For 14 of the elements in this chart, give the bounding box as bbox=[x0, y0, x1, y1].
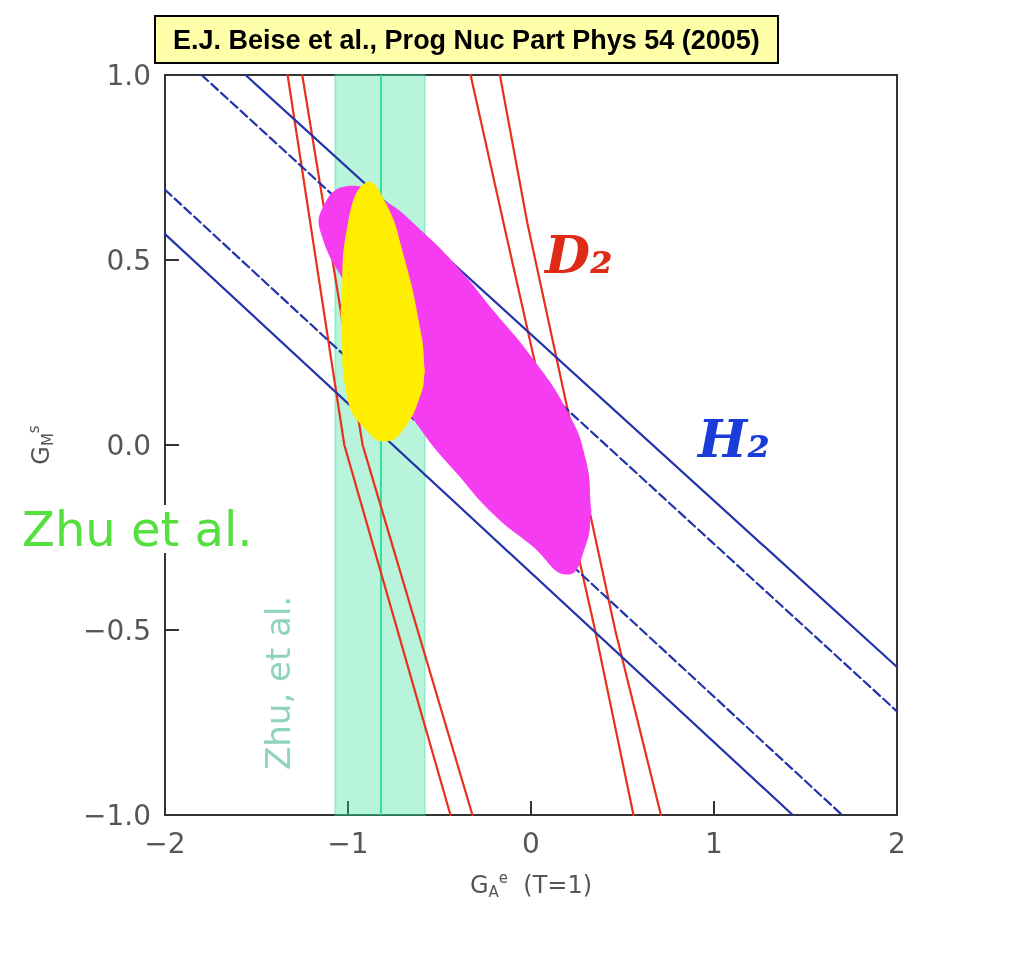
y-tick-label: 1.0 bbox=[106, 58, 151, 92]
annotation: D₂ bbox=[543, 223, 613, 285]
chart-title: E.J. Beise et al., Prog Nuc Part Phys 54 (2005) bbox=[173, 24, 760, 55]
x-tick-label: 1 bbox=[705, 826, 723, 860]
y-tick-label: −0.5 bbox=[83, 613, 151, 647]
annotation: Zhu et al. bbox=[22, 501, 253, 557]
annotation: Zhu, et al. bbox=[258, 595, 298, 770]
y-axis-title: GMs bbox=[24, 425, 57, 465]
x-tick-label: 0 bbox=[522, 826, 540, 860]
y-tick-label: 0.0 bbox=[106, 428, 151, 462]
x-tick-label: −1 bbox=[327, 826, 369, 860]
y-tick-label: 0.5 bbox=[106, 243, 151, 277]
x-tick-label: 2 bbox=[888, 826, 906, 860]
annotation: H₂ bbox=[696, 407, 770, 469]
